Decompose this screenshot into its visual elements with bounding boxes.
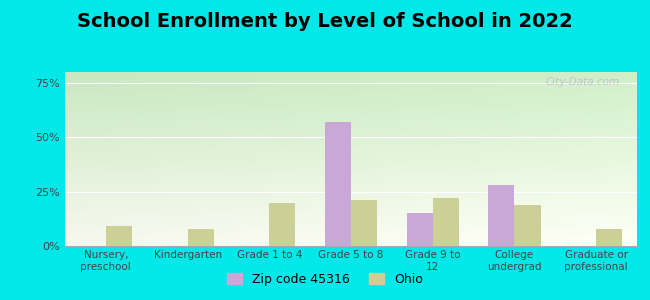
Bar — [406, 213, 433, 246]
Bar — [269, 202, 296, 246]
Text: City-Data.com: City-Data.com — [546, 77, 620, 87]
Bar — [325, 122, 351, 246]
Bar — [188, 229, 214, 246]
Bar — [596, 229, 622, 246]
Text: School Enrollment by Level of School in 2022: School Enrollment by Level of School in … — [77, 12, 573, 31]
Bar — [514, 205, 541, 246]
Bar — [433, 198, 459, 246]
Legend: Zip code 45316, Ohio: Zip code 45316, Ohio — [222, 268, 428, 291]
Bar — [488, 185, 514, 246]
Bar — [351, 200, 377, 246]
Bar — [106, 226, 132, 246]
